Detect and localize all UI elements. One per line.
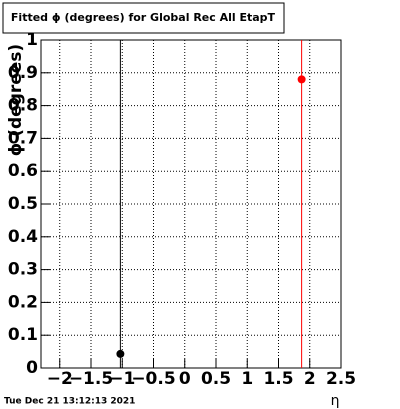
y-tick-label: 0.7 xyxy=(8,128,38,148)
y-tick-label: 0.8 xyxy=(8,96,38,116)
x-axis-label: η xyxy=(331,393,340,409)
x-tick-label: −1 xyxy=(109,369,135,389)
title-box xyxy=(2,2,285,34)
point xyxy=(116,349,125,358)
timestamp: Tue Dec 21 13:12:13 2021 xyxy=(4,397,135,407)
y-tick-label: 1 xyxy=(26,30,38,50)
y-tick-label: 0.1 xyxy=(8,325,38,345)
x-tick-label: 1 xyxy=(241,369,253,389)
y-tick-label: 0.9 xyxy=(8,63,38,83)
point xyxy=(297,75,306,84)
y-tick-label: 0.5 xyxy=(8,194,38,214)
chart-title: Fitted ϕ (degrees) for Global Rec All Et… xyxy=(11,11,276,24)
x-tick-label: 0.5 xyxy=(201,369,231,389)
y-tick-label: 0.2 xyxy=(8,292,38,312)
x-tick-label: −2 xyxy=(47,369,73,389)
x-tick-label: −0.5 xyxy=(131,369,175,389)
y-tick-label: 0.4 xyxy=(8,227,38,247)
y-tick-label: 0.6 xyxy=(8,161,38,181)
y-tick-label: 0.3 xyxy=(8,260,38,280)
x-tick-label: 1.5 xyxy=(263,369,293,389)
x-tick-label: 0 xyxy=(179,369,191,389)
y-axis-label: ϕ (degrees) xyxy=(6,44,26,156)
x-tick-label: −1.5 xyxy=(69,369,113,389)
x-tick-label: 2 xyxy=(304,369,316,389)
x-tick-label: 2.5 xyxy=(326,369,356,389)
y-tick-label: 0 xyxy=(26,358,38,378)
